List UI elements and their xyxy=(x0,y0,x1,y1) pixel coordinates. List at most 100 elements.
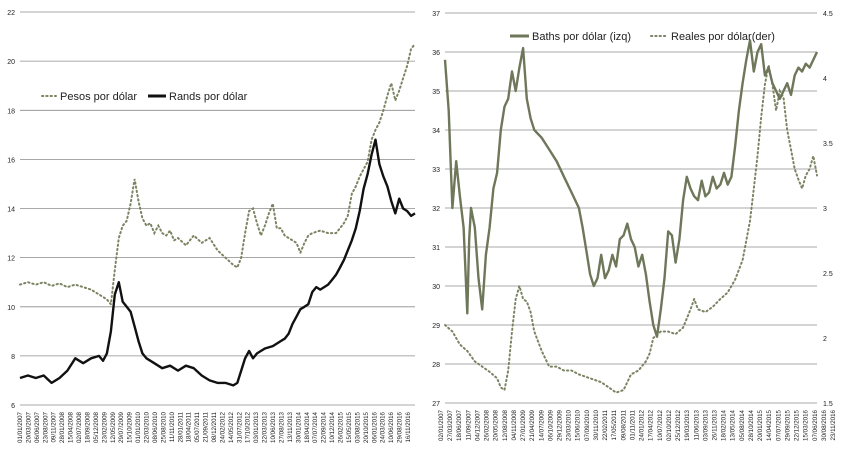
x-tick-label: 28/10/2014 xyxy=(748,409,755,441)
x-tick-label: 11/06/2013 xyxy=(693,409,700,440)
x-tick-label: 15/10/2009 xyxy=(127,411,134,443)
y-tick-label-left: 35 xyxy=(432,89,440,96)
x-tick-label: 27/03/2007 xyxy=(447,409,454,441)
x-tick-label: 26/02/2015 xyxy=(338,411,345,443)
x-tick-label: 29/12/2009 xyxy=(557,409,564,441)
x-tick-label: 16/11/2016 xyxy=(405,411,412,442)
x-tick-label: 24/02/2012 xyxy=(219,411,226,443)
y-tick-label-left: 32 xyxy=(432,206,440,213)
y-tick-label: 22 xyxy=(7,10,15,17)
series-line-reales xyxy=(444,64,818,394)
x-tick-label: 12/08/2008 xyxy=(502,409,509,441)
y-tick-label: 6 xyxy=(11,403,15,410)
x-tick-label: 18/02/2014 xyxy=(721,409,728,441)
y-tick-label-right: 3.5 xyxy=(823,141,833,148)
x-tick-label: 31/07/2012 xyxy=(236,411,243,443)
y-tick-label: 10 xyxy=(7,305,15,312)
y-tick-label-right: 4.5 xyxy=(823,11,833,18)
x-tick-label: 29/08/2016 xyxy=(397,411,404,443)
y-tick-label-left: 27 xyxy=(432,401,440,408)
y-tick-label-left: 36 xyxy=(432,50,440,57)
x-tick-label: 24/03/2016 xyxy=(380,411,387,443)
x-tick-label: 17/04/2012 xyxy=(648,409,655,441)
legend-label-pesos: Pesos por dólar xyxy=(60,91,137,103)
x-tick-label: 23/11/2016 xyxy=(830,409,837,440)
x-tick-label: 26/11/2013 xyxy=(712,409,719,440)
x-tick-label: 10/06/2013 xyxy=(270,411,277,443)
x-tick-label: 20/05/2008 xyxy=(493,409,500,441)
x-tick-label: 22/03/2010 xyxy=(144,411,151,443)
y-tick-label-right: 3 xyxy=(823,206,827,213)
x-tick-label: 20/03/2007 xyxy=(25,411,32,443)
x-tick-label: 15/03/2016 xyxy=(803,409,810,441)
x-tick-label: 13/05/2014 xyxy=(730,409,737,441)
x-tick-label: 03/08/2015 xyxy=(354,411,361,443)
x-tick-label: 06/10/2009 xyxy=(547,409,554,441)
x-tick-label: 08/06/2010 xyxy=(152,411,159,443)
x-tick-label: 10/07/2012 xyxy=(657,409,664,441)
x-tick-label: 28/01/2011 xyxy=(177,411,184,442)
x-tick-label: 03/01/2013 xyxy=(253,411,260,443)
x-tick-label: 30/01/2014 xyxy=(295,411,302,443)
x-tick-label: 07/07/2014 xyxy=(312,411,319,443)
y-tick-label-right: 1.5 xyxy=(823,401,833,408)
x-tick-label: 24/01/2012 xyxy=(639,409,646,441)
x-tick-label: 15/04/2008 xyxy=(68,411,75,443)
right-chart: 27 28 29 30 31 32 33 34 35 36 37 1.5 2 2.5 3 3.5 4 4.5 Bat… xyxy=(432,11,837,441)
x-tick-label: 08/12/2011 xyxy=(211,411,218,442)
x-tick-label: 05/08/2014 xyxy=(739,409,746,441)
x-tick-label: 22/02/2011 xyxy=(602,409,609,440)
x-tick-label: 15/05/2015 xyxy=(346,411,353,443)
x-tick-label: 14/05/2012 xyxy=(228,411,235,443)
x-tick-label: 10/12/2014 xyxy=(329,411,336,443)
x-tick-label: 04/11/2008 xyxy=(511,409,518,440)
x-tick-label: 10/06/2016 xyxy=(388,411,395,443)
x-tick-label: 22/03/2013 xyxy=(262,411,269,443)
series-line-baths xyxy=(443,39,819,338)
x-tick-label: 14/07/2009 xyxy=(538,409,545,441)
y-tick-label-right: 4 xyxy=(823,76,827,83)
x-tick-label: 23/08/2007 xyxy=(42,411,49,443)
x-tick-label: 29/07/2009 xyxy=(118,411,125,443)
x-tick-label: 02/10/2012 xyxy=(666,409,673,441)
x-tick-label: 05/12/2008 xyxy=(93,411,100,443)
legend-label-baths: Baths por dólar (izq) xyxy=(532,31,631,43)
x-tick-label: 29/09/2015 xyxy=(784,409,791,441)
y-tick-label: 18 xyxy=(7,108,15,115)
y-tick-label-left: 34 xyxy=(432,128,440,135)
x-tick-label: 25/12/2012 xyxy=(675,409,682,441)
x-tick-label: 01/01/2007 xyxy=(17,411,24,443)
x-tick-label: 18/04/2011 xyxy=(186,411,193,442)
y-tick-label-left: 33 xyxy=(432,167,440,174)
x-tick-label: 09/11/2007 xyxy=(51,411,58,442)
x-tick-label: 01/01/2010 xyxy=(135,411,142,443)
x-tick-label: 28/01/2008 xyxy=(59,411,66,443)
x-tick-label: 11/11/2010 xyxy=(169,411,176,442)
y-tick-label-left: 30 xyxy=(432,284,440,291)
y-tick-label: 8 xyxy=(11,354,15,361)
x-tick-label: 17/05/2011 xyxy=(611,409,618,440)
x-tick-label: 27/08/2013 xyxy=(279,411,286,443)
series-line-rands xyxy=(19,138,416,387)
y-tick-label-right: 2.5 xyxy=(823,271,833,278)
x-tick-label: 22/12/2015 xyxy=(794,409,801,441)
y-tick-label-left: 37 xyxy=(432,11,440,18)
x-tick-label: 07/06/2016 xyxy=(812,409,819,441)
y-tick-label: 20 xyxy=(7,59,15,66)
series-line-pesos xyxy=(19,42,416,307)
y-tick-label: 12 xyxy=(7,256,15,263)
y-tick-label: 14 xyxy=(7,207,15,214)
x-tick-label: 18/09/2008 xyxy=(85,411,92,443)
x-tick-label: 25/08/2010 xyxy=(160,411,167,443)
left-chart: 6 8 10 12 14 16 18 20 22 Pesos por dólar Rands por… xyxy=(7,10,416,443)
x-tick-label: 06/06/2007 xyxy=(34,411,41,443)
x-tick-label: 05/07/2011 xyxy=(194,411,201,442)
x-tick-label: 22/09/2014 xyxy=(321,411,328,443)
y-tick-label-left: 29 xyxy=(432,323,440,330)
x-tick-label: 19/03/2013 xyxy=(684,409,691,441)
x-tick-label: 06/01/2016 xyxy=(371,411,378,443)
x-tick-label: 02/01/2007 xyxy=(438,409,445,441)
y-tick-label-left: 28 xyxy=(432,362,440,369)
x-tick-label: 23/03/2010 xyxy=(566,409,573,441)
